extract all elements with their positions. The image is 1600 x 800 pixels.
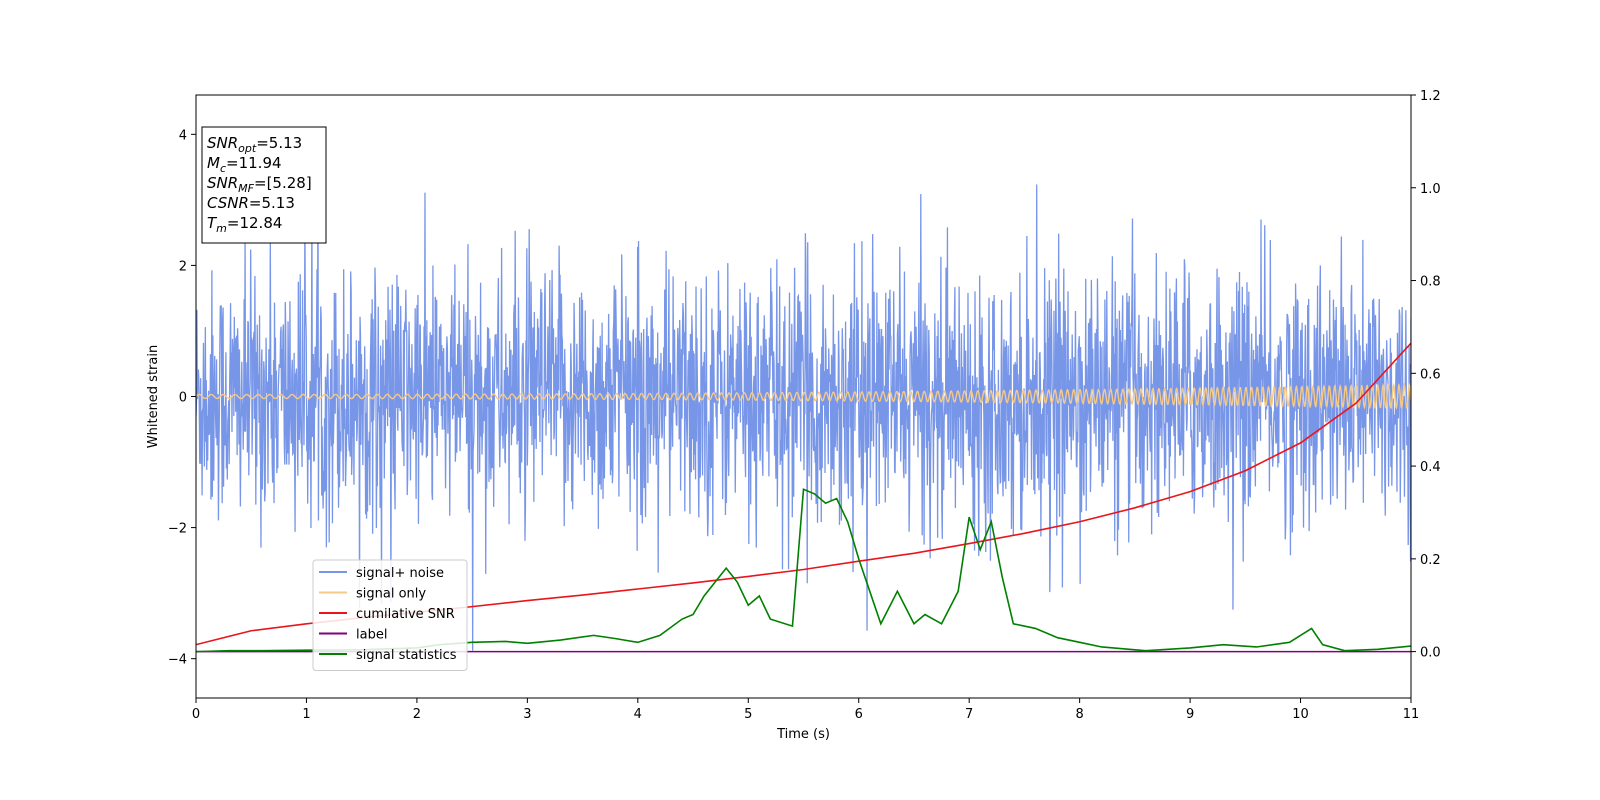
legend-entry: label (356, 628, 387, 643)
info-line: SNRopt=5.13 (207, 134, 302, 155)
info-line: SNRMF=[5.28] (207, 174, 312, 195)
legend: signal+ noise signal only cumilative SNR la… (312, 559, 468, 671)
y2-tick-label: 0.8 (1420, 275, 1441, 290)
y2-axis-ticks: 0.0 0.2 0.4 0.6 0.8 1.0 1.2 (1411, 89, 1441, 661)
info-line: Mc=11.94 (207, 154, 282, 175)
x-tick-label: 11 (1403, 707, 1420, 722)
y-axis-label: Whitened strain (146, 345, 161, 448)
x-tick-label: 7 (965, 707, 973, 722)
y2-tick-label: 0.0 (1420, 646, 1441, 661)
y2-tick-label: 0.6 (1420, 367, 1441, 382)
x-tick-label: 2 (413, 707, 421, 722)
x-tick-label: 5 (744, 707, 752, 722)
info-box-frame (201, 126, 327, 244)
x-tick-label: 3 (523, 707, 531, 722)
info-box: SNRopt=5.13Mc=11.94SNRMF=[5.28]CSNR=5.13… (201, 126, 327, 244)
legend-entry: signal statistics (356, 648, 457, 663)
legend-entry: cumilative SNR (356, 607, 455, 622)
x-tick-label: 1 (302, 707, 310, 722)
series-line-signal-statistics (196, 488, 1411, 653)
y2-tick-label: 1.2 (1420, 89, 1441, 104)
y-tick-label: 2 (179, 259, 187, 274)
x-axis-label: Time (s) (776, 727, 830, 742)
y-axis-ticks: −4 −2 0 2 4 (168, 128, 196, 668)
x-tick-label: 9 (1186, 707, 1194, 722)
series-line-signal-noise (196, 159, 1411, 651)
x-tick-label: 6 (855, 707, 863, 722)
x-tick-label: 8 (1075, 707, 1083, 722)
x-tick-label: 10 (1292, 707, 1309, 722)
info-line: Tm=12.84 (207, 214, 282, 235)
x-tick-label: 4 (634, 707, 642, 722)
x-tick-label: 0 (192, 707, 200, 722)
x-axis-ticks: 0 1 2 3 4 5 6 7 8 9 10 11 (192, 698, 1419, 722)
y-tick-label: −2 (168, 522, 187, 537)
legend-frame (312, 559, 468, 671)
legend-entry: signal only (356, 587, 426, 602)
y2-tick-label: 0.4 (1420, 460, 1441, 475)
y-tick-label: 4 (179, 128, 187, 143)
info-line: CSNR=5.13 (207, 194, 295, 212)
y-tick-label: 0 (179, 391, 187, 406)
series-line-signal-only (196, 382, 1411, 410)
legend-entry: signal+ noise (356, 566, 444, 581)
y2-tick-label: 0.2 (1420, 553, 1441, 568)
y2-tick-label: 1.0 (1420, 182, 1441, 197)
y-tick-label: −4 (168, 653, 187, 668)
